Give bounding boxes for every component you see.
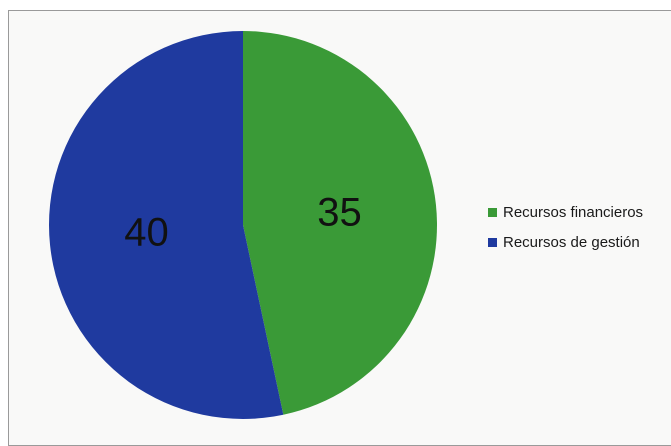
legend: Recursos financieros Recursos de gestión [488, 200, 643, 260]
legend-swatch-green [488, 207, 497, 217]
pie-slice-2 [48, 31, 284, 419]
legend-label: Recursos de gestión [503, 233, 640, 251]
legend-item-recursos-de-gestion: Recursos de gestión [488, 230, 643, 254]
legend-item-recursos-financieros: Recursos financieros [488, 200, 643, 224]
legend-swatch-blue [488, 237, 497, 247]
pie-slice-1 [243, 31, 437, 415]
legend-label: Recursos financieros [503, 203, 644, 221]
pie-slices [48, 31, 437, 419]
pie-data-label-2: 40 [124, 211, 169, 255]
pie-data-label-1: 35 [317, 190, 362, 234]
pie-data-labels: 35 40 [124, 190, 361, 254]
